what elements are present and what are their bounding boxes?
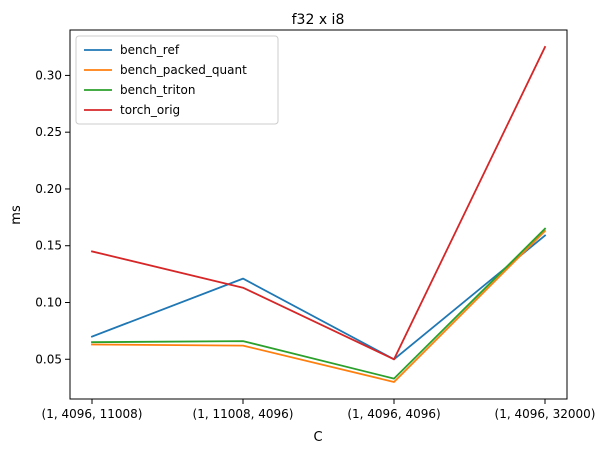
legend-box [75,35,279,125]
y-tick-label: 0.10 [35,295,62,309]
legend: bench_ref bench_packed_quant bench_tritont… [75,35,279,125]
x-tick-label: (1, 4096, 4096) [347,407,440,421]
series-lines [90,45,547,383]
series-line-bench-ref [90,234,547,361]
plot-frame [69,29,568,400]
legend-entry-label: bench_ref [120,43,180,57]
y-axis-ticks: 0.05 0.10 0.15 0.20 0.25 0.30 [35,68,70,366]
legend-entry-label: bench_triton [120,83,195,97]
y-tick-label: 0.25 [35,125,62,139]
series-line-bench-packed-quant [91,229,547,383]
y-tick-label: 0.15 [35,239,62,253]
legend-entry-label: torch_orig [120,103,180,117]
series-line-torch-orig [90,45,547,361]
y-tick-label: 0.05 [35,352,62,366]
x-axis-ticks: (1, 4096, 11008) (1, 11008, 4096) (1, 4096… [42,399,596,421]
y-tick-label: 0.30 [35,68,62,82]
series-line-bench-triton [91,227,547,380]
x-axis-label: C [313,430,322,445]
y-axis-label: ms [9,205,24,225]
x-tick-label: (1, 11008, 4096) [193,407,294,421]
chart-title: f32 x i8 [292,12,345,28]
y-tick-label: 0.20 [35,182,62,196]
legend-entry-label: bench_packed_quant [120,63,247,77]
x-tick-label: (1, 4096, 32000) [495,407,596,421]
x-tick-label: (1, 4096, 11008) [42,407,143,421]
